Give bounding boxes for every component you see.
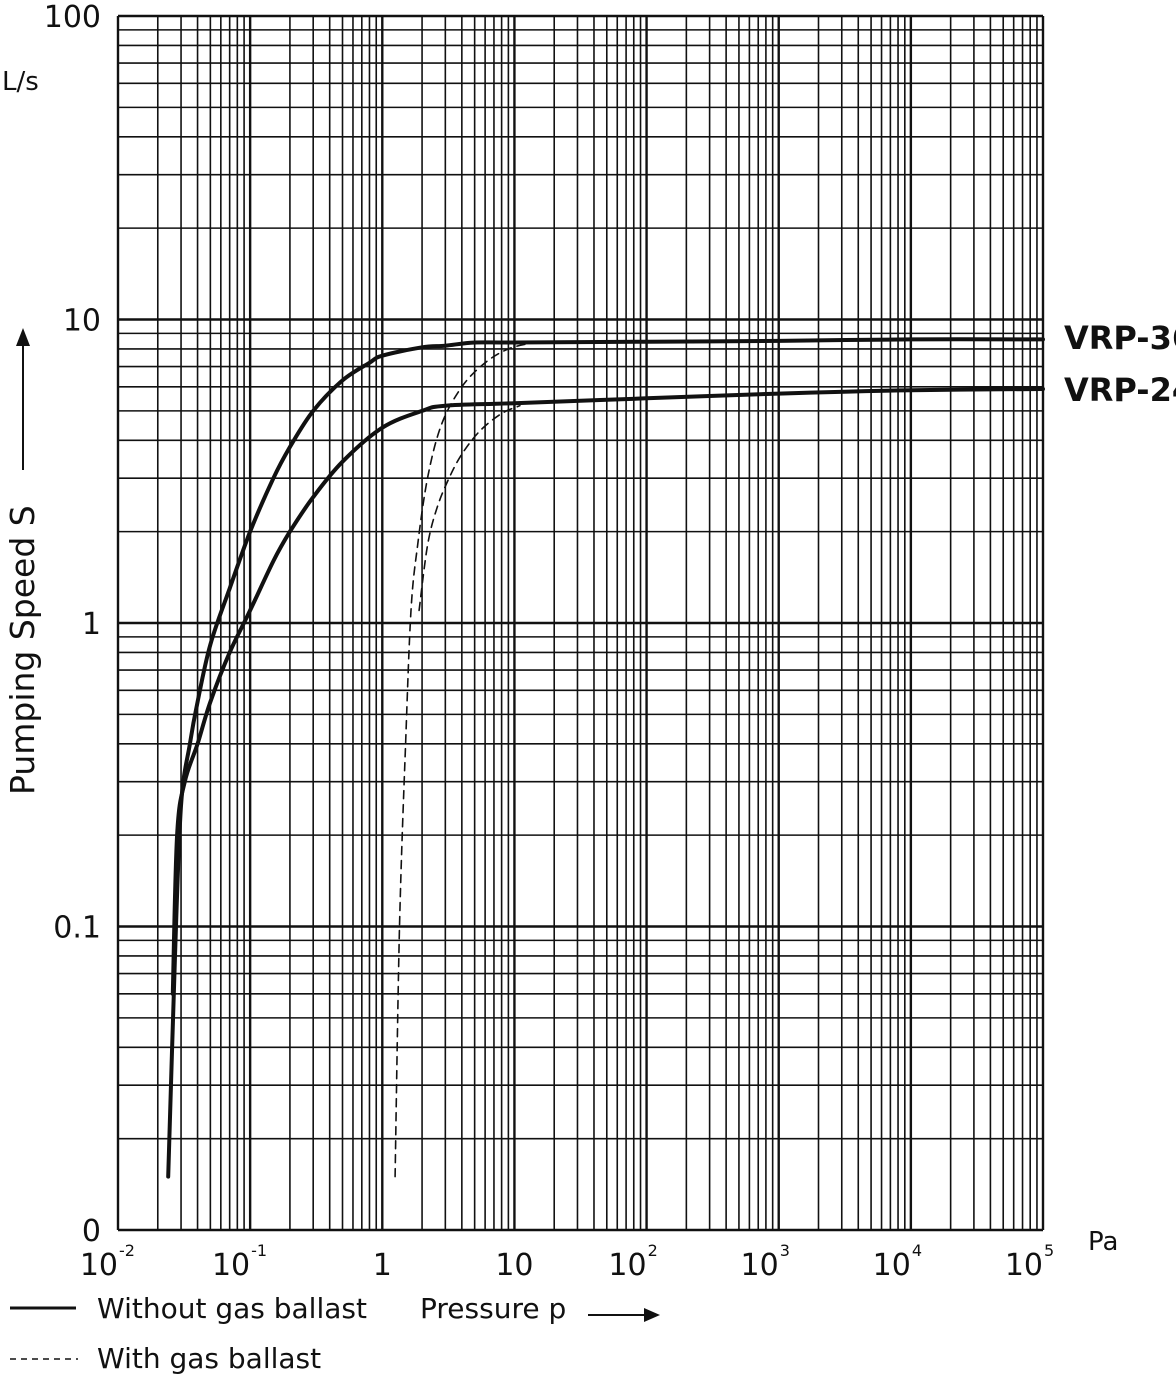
- up-arrow-icon: [16, 328, 30, 470]
- x-tick-exponent: 4: [912, 1241, 922, 1260]
- legend-solid-label: Without gas ballast: [97, 1292, 367, 1325]
- grid: [116, 14, 1045, 1232]
- y-tick-label: 100: [44, 0, 101, 35]
- y-axis-label: Pumping Speed S: [3, 505, 42, 795]
- y-tick-label: 0: [82, 1214, 101, 1249]
- y-tick-label: 1: [82, 607, 101, 642]
- x-tick-exponent: -1: [251, 1241, 267, 1260]
- x-tick-exponent: 3: [780, 1241, 790, 1260]
- x-tick-exponent: 2: [648, 1241, 658, 1260]
- x-tick-exponent: -2: [119, 1241, 135, 1260]
- series-label-vrp-24: VRP-24: [1064, 371, 1176, 409]
- y-tick-label: 10: [63, 304, 101, 339]
- y-unit-label: L/s: [2, 67, 39, 97]
- legend: Without gas ballast With gas ballast: [10, 1292, 367, 1375]
- series-line-vrp-36: [166, 337, 1045, 1179]
- x-tick-label: 10: [741, 1248, 779, 1283]
- y-axis-title: Pumping Speed S: [3, 328, 42, 795]
- x-axis-label: Pressure p: [420, 1292, 566, 1325]
- x-tick-label: 10: [212, 1248, 250, 1283]
- x-tick-label: 10: [608, 1248, 646, 1283]
- x-tick-label: 1: [373, 1248, 392, 1283]
- x-axis-title: Pressure p: [420, 1292, 660, 1325]
- y-tick-label: 0.1: [53, 911, 101, 946]
- x-tick-label: 10: [80, 1248, 118, 1283]
- x-unit-label: Pa: [1088, 1227, 1118, 1257]
- x-tick-label: 10: [495, 1248, 533, 1283]
- x-tick-label: 10: [1005, 1248, 1043, 1283]
- right-arrow-icon: [588, 1308, 660, 1322]
- series-line-vrp-36-with-gas-ballast: [394, 341, 535, 1178]
- x-tick-label: 10: [873, 1248, 911, 1283]
- legend-dashed-label: With gas ballast: [97, 1342, 321, 1375]
- series-group: [166, 337, 1045, 1179]
- series-line-vrp-24: [170, 387, 1045, 996]
- series-line-vrp-24-with-gas-ballast: [418, 404, 521, 612]
- x-tick-exponent: 5: [1044, 1241, 1054, 1260]
- series-label-vrp-36: VRP-36: [1064, 319, 1176, 357]
